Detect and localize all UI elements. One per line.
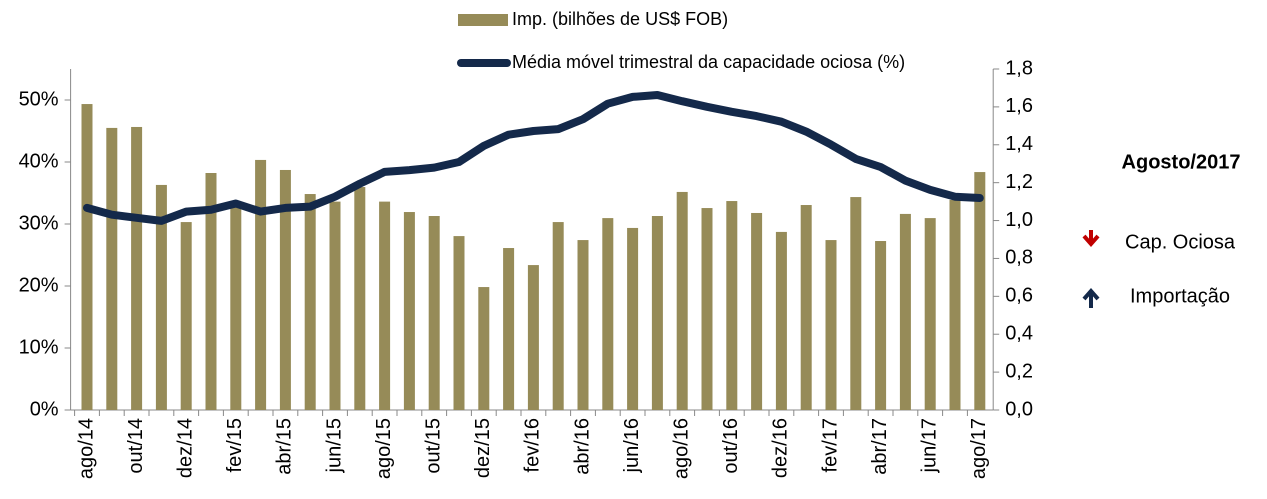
bar [825,240,837,410]
x-tick-label: fev/17 [819,418,841,472]
bar [527,265,539,410]
x-tick-label: fev/16 [522,418,544,472]
y2-tick-label: 1,0 [1005,209,1033,231]
bar [899,213,911,410]
bar [974,172,986,410]
bar [329,201,341,410]
y-tick-label: 0% [30,398,59,420]
bar [428,216,440,410]
bar [577,240,589,410]
bar [180,222,192,410]
y2-tick-label: 1,8 [1005,57,1033,79]
y-tick-label: 20% [19,274,59,296]
bar [478,287,490,410]
bar [800,205,812,410]
y2-tick-label: 1,4 [1005,133,1033,155]
bar [106,127,118,410]
x-tick-label: abr/16 [571,418,593,475]
y2-tick-label: 0,8 [1005,247,1033,269]
x-tick-label: dez/16 [770,418,792,478]
y-tick-label: 40% [19,150,59,172]
x-tick-label: ago/17 [968,418,990,479]
bar [850,197,862,410]
bar [552,222,564,410]
y-tick-label: 10% [19,336,59,358]
x-tick-label: fev/15 [224,418,246,472]
bar [775,231,787,410]
x-tick-label: dez/14 [174,418,196,478]
x-tick-label: abr/17 [869,418,891,475]
bar [924,218,936,410]
bar [230,207,242,410]
bar [304,194,316,410]
bar [701,208,713,410]
bar [751,212,763,410]
bar [503,248,515,410]
legend-label: Imp. (bilhões de US$ FOB) [512,9,728,29]
x-tick-label: ago/14 [75,418,97,479]
bar [726,201,738,410]
x-tick-label: out/16 [720,418,742,474]
y2-tick-label: 1,6 [1005,95,1033,117]
x-tick-label: abr/15 [274,418,296,475]
y-tick-label: 30% [19,212,59,234]
y-tick-label: 50% [19,88,59,110]
bar [651,216,663,410]
bar [875,241,887,410]
bar [453,236,465,410]
y2-tick-label: 0,2 [1005,360,1033,382]
y2-tick-label: 0,0 [1005,398,1033,420]
bar [379,201,391,410]
y2-tick-label: 0,4 [1005,323,1033,345]
y2-tick-label: 0,6 [1005,285,1033,307]
x-tick-label: out/15 [422,418,444,474]
x-tick-label: jun/15 [323,418,345,474]
x-tick-label: jun/17 [918,418,940,474]
bar [155,184,167,410]
x-tick-label: ago/16 [670,418,692,479]
panel-item: Cap. Ociosa [1125,231,1236,253]
bar [205,173,217,410]
legend-swatch [458,14,508,26]
legend-label: Média móvel trimestral da capacidade oci… [512,52,905,72]
up-arrow [1082,287,1100,308]
x-tick-label: out/14 [125,418,147,474]
bar [403,212,415,410]
y2-tick-label: 1,2 [1005,171,1033,193]
panel-title: Agosto/2017 [1122,151,1241,173]
bar [255,159,267,410]
bar [602,218,614,410]
down-arrow [1082,230,1100,248]
panel-item: Importação [1130,285,1230,307]
line [83,91,984,225]
bar [949,199,961,410]
bar [676,191,688,410]
x-tick-label: ago/15 [373,418,395,479]
bar [131,126,143,410]
x-tick-label: jun/16 [621,418,643,474]
x-tick-label: dez/15 [472,418,494,478]
bar [627,227,639,410]
bar [81,104,93,410]
bar [354,187,366,410]
bar [279,169,291,410]
